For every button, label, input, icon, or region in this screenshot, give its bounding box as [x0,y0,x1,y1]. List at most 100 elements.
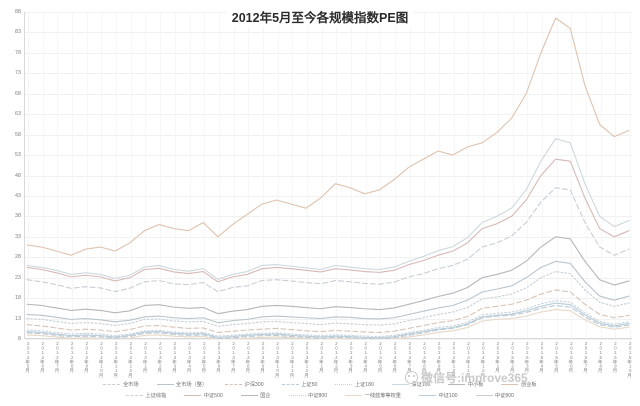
x-axis-tick: 2012年7月 [54,341,60,373]
series-line [26,138,630,280]
series-line [26,187,630,293]
gridline [25,114,632,116]
x-axis-tick: 2014年11月 [466,341,472,378]
chart-legend: 全市场 全市场（整） 沪深300 上证50 上证180 深证100 中小板 创业板 上证综指 中… [0,378,640,404]
y-axis-tick: 48 [15,172,21,179]
legend-item[interactable]: 上证180 [335,382,374,388]
legend-row-2: 上证综指 中证500 国企 中证800 一线蓝筹等权重 中证100 中证800 [0,390,640,401]
legend-item[interactable]: 沪深300 [225,382,264,388]
legend-item[interactable]: 中证500 [184,393,223,399]
x-axis-tick: 2015年10月 [627,341,633,378]
legend-swatch [288,395,306,396]
legend-label: 上证50 [301,381,318,388]
series-line [26,302,630,339]
x-axis-tick: 2015年8月 [598,341,604,373]
x-axis-tick: 2014年4月 [363,341,369,373]
x-axis-tick: 2014年10月 [451,341,457,378]
x-axis-tick: 2014年7月 [407,341,413,373]
vertical-gridline [116,12,118,338]
legend-item[interactable]: 中小板 [448,382,483,388]
legend-label: 国企 [260,392,271,399]
vertical-gridline [262,12,264,338]
x-axis-tick: 2015年9月 [612,341,618,373]
gridline [25,52,632,54]
vertical-gridline [541,12,543,338]
series-line [26,304,630,339]
x-axis-tick: 2013年3月 [172,341,178,373]
y-axis-tick: 8 [18,336,21,342]
legend-swatch [184,395,202,396]
y-axis-tick: 38 [15,213,21,220]
vertical-gridline [571,12,573,338]
vertical-gridline [600,12,602,338]
y-axis-tick: 33 [15,233,21,240]
vertical-gridline [336,12,338,338]
gridline [25,195,632,197]
legend-label: 沪深300 [244,381,264,388]
legend-swatch [240,395,258,396]
x-axis-tick: 2015年1月 [495,341,501,373]
vertical-gridline [306,12,308,338]
y-axis-tick: 68 [15,90,21,97]
chart-title-text: 2012年5月至今各规模指数PE图 [226,6,414,27]
vertical-gridline [497,12,499,338]
legend-label: 中证800 [308,392,328,399]
legend-swatch [225,384,243,385]
y-axis-tick: 43 [15,192,21,199]
gridline [25,257,632,259]
legend-label: 上证综指 [145,392,167,399]
vertical-gridline [101,12,103,338]
vertical-gridline [630,12,631,338]
gridline [25,134,632,136]
vertical-gridline [424,12,426,338]
x-axis-tick: 2014年5月 [377,341,383,373]
x-axis-tick: 2012年12月 [128,341,134,378]
vertical-gridline [321,12,323,338]
x-axis-tick: 2013年11月 [289,341,295,378]
legend-item[interactable]: 中证800 [288,392,328,399]
vertical-gridline [439,12,441,338]
y-axis-tick: 83 [15,29,21,36]
vertical-gridline [28,12,29,338]
legend-item[interactable]: 全市场（整） [156,382,207,388]
x-axis-tick: 2014年2月 [333,341,339,373]
vertical-gridline [277,12,279,338]
legend-item[interactable]: 中证100 [418,393,458,399]
x-axis-tick: 2013年7月 [231,341,237,373]
x-axis-tick: 2015年7月 [583,341,589,373]
gridline [25,32,632,34]
legend-swatch [501,384,519,385]
legend-label: 一线蓝筹等权重 [364,392,401,399]
legend-item[interactable]: 创业板 [501,382,537,388]
legend-item[interactable]: 国企 [240,392,271,399]
gridline [25,318,632,320]
x-axis-tick: 2014年8月 [422,341,428,373]
x-axis-tick: 2013年6月 [216,341,222,373]
y-axis-tick: 63 [15,111,21,118]
y-axis-tick: 23 [15,274,21,281]
legend-label: 深证100 [411,381,431,388]
x-axis-tick: 2013年12月 [304,341,310,378]
legend-swatch [125,395,143,396]
legend-item[interactable]: 上证综指 [125,392,167,399]
gridline [25,298,632,300]
vertical-gridline [160,12,162,338]
gridline [25,236,632,238]
legend-item[interactable]: 中证800 [475,393,514,399]
vertical-gridline [556,12,558,338]
legend-swatch [156,384,174,385]
legend-item[interactable]: 深证100 [391,381,431,388]
gridline [25,277,632,279]
x-axis-tick: 2013年2月 [157,341,163,373]
legend-item[interactable]: 上证50 [281,381,318,388]
vertical-gridline [218,12,220,338]
vertical-gridline [248,12,250,338]
x-axis-tick: 2013年10月 [275,341,281,378]
x-axis-tick: 2015年6月 [568,341,574,373]
legend-item[interactable]: 全市场 [103,382,139,388]
x-axis-tick: 2014年9月 [436,341,442,373]
legend-label: 上证180 [354,381,374,388]
gridline [25,93,632,95]
legend-item[interactable]: 一线蓝筹等权重 [345,393,401,399]
legend-swatch [418,395,436,396]
